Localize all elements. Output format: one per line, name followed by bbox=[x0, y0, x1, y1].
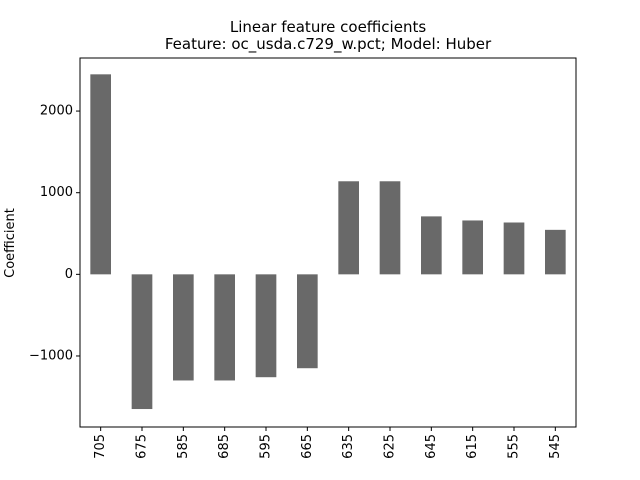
plot-frame bbox=[79, 57, 577, 428]
x-tick-label-545: 545 bbox=[548, 434, 563, 459]
bar-675 bbox=[131, 274, 153, 410]
bar-635 bbox=[338, 181, 359, 275]
x-tick-label-555: 555 bbox=[507, 434, 522, 459]
bars-group bbox=[90, 74, 566, 410]
x-axis-ticks: 705 675 585 685 595 665 635 625 645 615 555 545 bbox=[93, 427, 563, 459]
chart-title: Linear feature coefficients bbox=[230, 18, 426, 36]
bar-595 bbox=[255, 274, 277, 378]
y-axis-ticks: 2000 1000 0 −1000 bbox=[29, 104, 80, 363]
bar-555 bbox=[503, 222, 525, 275]
chart-subtitle: Feature: oc_usda.c729_w.pct; Model: Hube… bbox=[165, 35, 492, 54]
y-tick-label: 1000 bbox=[40, 185, 73, 200]
x-tick-label-595: 595 bbox=[259, 434, 274, 459]
x-tick-label-635: 635 bbox=[341, 434, 356, 459]
x-tick-label-705: 705 bbox=[93, 434, 108, 459]
y-tick-label: 0 bbox=[65, 267, 73, 282]
x-tick-label-625: 625 bbox=[383, 434, 398, 459]
x-tick-label-585: 585 bbox=[176, 434, 191, 459]
bar-685 bbox=[214, 274, 235, 381]
x-tick-label-645: 645 bbox=[424, 434, 439, 459]
bar-585 bbox=[173, 274, 194, 381]
bar-615 bbox=[462, 220, 483, 275]
x-tick-label-675: 675 bbox=[135, 434, 150, 459]
x-tick-label-615: 615 bbox=[465, 434, 480, 459]
bar-705 bbox=[90, 74, 111, 275]
y-tick-label: 2000 bbox=[40, 104, 73, 119]
bar-545 bbox=[545, 229, 566, 275]
y-tick-label: −1000 bbox=[29, 348, 73, 363]
x-tick-label-665: 665 bbox=[300, 434, 315, 459]
bar-645 bbox=[421, 216, 442, 275]
y-axis-label: Coefficient bbox=[3, 208, 18, 278]
x-tick-label-685: 685 bbox=[217, 434, 232, 459]
bar-665 bbox=[297, 274, 318, 369]
bar-625 bbox=[379, 181, 401, 275]
